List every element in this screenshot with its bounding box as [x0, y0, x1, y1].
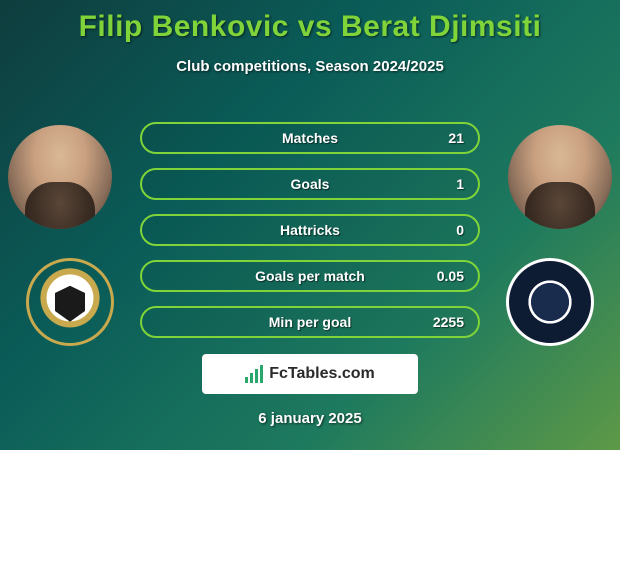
club-badge-left	[26, 258, 114, 346]
stat-right-value: 1	[409, 176, 464, 192]
stat-row: Hattricks 0	[140, 214, 480, 246]
club-badge-right	[506, 258, 594, 346]
stat-row: Goals 1	[140, 168, 480, 200]
stat-label: Min per goal	[211, 314, 409, 330]
comparison-card: Filip Benkovic vs Berat Djimsiti Club co…	[0, 0, 620, 450]
stat-label: Goals per match	[211, 268, 409, 284]
watermark: FcTables.com	[202, 354, 418, 394]
player-photo-right	[508, 125, 612, 229]
stats-list: Matches 21 Goals 1 Hattricks 0 Goals per…	[140, 122, 480, 352]
stat-row: Matches 21	[140, 122, 480, 154]
stat-right-value: 2255	[409, 314, 464, 330]
stat-right-value: 21	[409, 130, 464, 146]
bar-chart-icon	[245, 365, 263, 383]
stat-label: Hattricks	[211, 222, 409, 238]
date-label: 6 january 2025	[258, 410, 361, 427]
stat-label: Matches	[211, 130, 409, 146]
stat-row: Min per goal 2255	[140, 306, 480, 338]
stat-right-value: 0	[409, 222, 464, 238]
page-title: Filip Benkovic vs Berat Djimsiti	[0, 0, 620, 44]
watermark-text: FcTables.com	[269, 365, 375, 383]
stat-right-value: 0.05	[409, 268, 464, 284]
stat-row: Goals per match 0.05	[140, 260, 480, 292]
stat-label: Goals	[211, 176, 409, 192]
season-subtitle: Club competitions, Season 2024/2025	[0, 58, 620, 75]
player-photo-left	[8, 125, 112, 229]
